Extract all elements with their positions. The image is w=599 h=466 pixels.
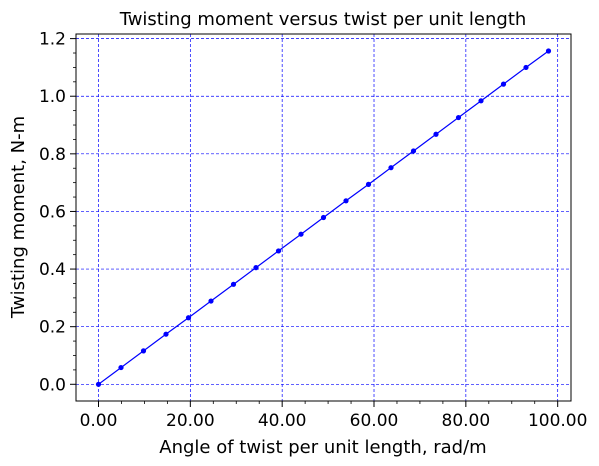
data-point <box>433 131 439 137</box>
data-point <box>140 348 147 354</box>
chart-title: Twisting moment versus twist per unit le… <box>119 9 527 30</box>
data-point <box>523 64 529 71</box>
data-point <box>253 265 259 271</box>
grid <box>76 34 571 401</box>
data-point <box>365 181 372 187</box>
x-tick-label: 80.00 <box>442 411 491 431</box>
data-point <box>163 331 169 337</box>
y-axis-label: Twisting moment, N-m <box>8 116 29 319</box>
data-point <box>455 114 462 121</box>
data-point <box>343 198 349 204</box>
x-tick-label: 0.00 <box>80 411 118 431</box>
y-tick-label: 1.0 <box>39 87 66 107</box>
plot-frame <box>75 33 572 402</box>
y-tick-label: 1.2 <box>39 30 66 50</box>
data-point <box>208 298 214 304</box>
data-point <box>298 231 304 237</box>
y-tick-label: 0.6 <box>39 202 66 222</box>
y-tick-label: 0.8 <box>39 145 66 165</box>
x-tick-label: 60.00 <box>350 411 399 431</box>
y-tick-label: 0.2 <box>39 318 66 338</box>
series-group <box>95 48 552 387</box>
y-axis-ticks: 0.0 0.2 0.4 0.6 0.8 1.0 1.2 <box>39 30 76 395</box>
data-point <box>388 165 394 171</box>
y-tick-label: 0.0 <box>39 375 66 395</box>
y-tick-label: 0.4 <box>39 260 66 280</box>
data-point <box>185 315 192 321</box>
x-axis-label: Angle of twist per unit length, rad/m <box>159 437 486 458</box>
x-tick-label: 100.00 <box>528 411 587 431</box>
x-tick-label: 40.00 <box>258 411 307 431</box>
data-point <box>118 364 124 371</box>
data-point <box>545 48 552 54</box>
data-point <box>410 148 417 154</box>
data-point <box>95 381 102 387</box>
x-tick-label: 20.00 <box>166 411 215 431</box>
data-point <box>320 214 327 221</box>
data-point <box>275 248 282 254</box>
data-point <box>500 81 507 87</box>
data-point <box>478 98 484 104</box>
x-axis-ticks: 0.00 20.00 40.00 60.00 80.00 100.00 <box>80 401 587 431</box>
data-point <box>230 281 237 287</box>
